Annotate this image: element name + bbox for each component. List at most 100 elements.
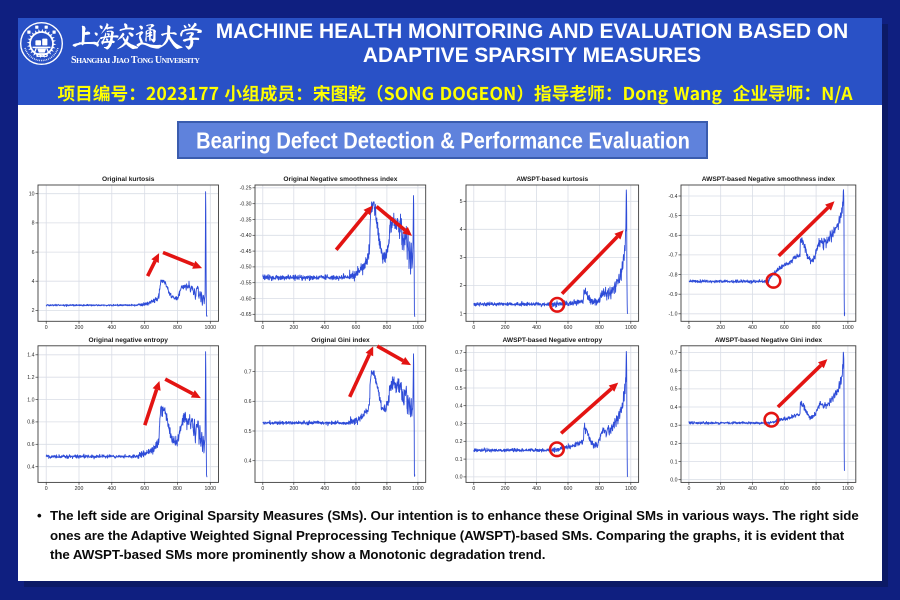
svg-text:0.6: 0.6 <box>244 399 251 405</box>
svg-text:-0.60: -0.60 <box>240 296 252 302</box>
svg-text:0.0: 0.0 <box>455 475 462 481</box>
svg-text:1000: 1000 <box>842 325 854 331</box>
svg-text:2: 2 <box>32 308 35 314</box>
svg-text:600: 600 <box>564 486 573 492</box>
svg-text:800: 800 <box>595 325 604 331</box>
svg-text:800: 800 <box>173 325 182 331</box>
svg-text:200: 200 <box>716 325 725 331</box>
svg-text:800: 800 <box>383 325 392 331</box>
svg-text:AWSPT-based kurtosis: AWSPT-based kurtosis <box>516 176 588 183</box>
svg-text:1000: 1000 <box>412 325 424 331</box>
svg-text:0: 0 <box>472 486 475 492</box>
svg-text:0.2: 0.2 <box>455 439 462 445</box>
svg-text:1000: 1000 <box>625 486 637 492</box>
svg-text:-1.0: -1.0 <box>669 312 678 318</box>
svg-text:-0.45: -0.45 <box>240 249 252 255</box>
svg-text:800: 800 <box>383 486 392 492</box>
svg-text:Original Gini index: Original Gini index <box>311 337 370 344</box>
svg-text:0.6: 0.6 <box>27 442 34 448</box>
svg-text:0.1: 0.1 <box>455 457 462 463</box>
svg-text:0: 0 <box>261 486 264 492</box>
svg-text:600: 600 <box>564 325 573 331</box>
svg-text:200: 200 <box>501 325 510 331</box>
svg-text:AWSPT-based Negative entropy: AWSPT-based Negative entropy <box>502 337 602 344</box>
svg-text:1000: 1000 <box>625 325 637 331</box>
svg-text:0.0: 0.0 <box>670 477 677 483</box>
svg-text:400: 400 <box>320 325 329 331</box>
svg-text:AWSPT-based Negative smoothnes: AWSPT-based Negative smoothness index <box>702 176 836 183</box>
svg-text:-0.7: -0.7 <box>669 253 678 259</box>
svg-text:0.2: 0.2 <box>670 441 677 447</box>
svg-text:0: 0 <box>261 325 264 331</box>
svg-text:800: 800 <box>812 486 821 492</box>
svg-text:-0.40: -0.40 <box>240 233 252 239</box>
svg-text:0.4: 0.4 <box>455 404 462 410</box>
svg-text:-0.25: -0.25 <box>240 186 252 192</box>
svg-text:0.6: 0.6 <box>455 368 462 374</box>
svg-text:0.5: 0.5 <box>455 386 462 392</box>
svg-text:600: 600 <box>352 486 361 492</box>
svg-text:400: 400 <box>748 325 757 331</box>
svg-text:-0.9: -0.9 <box>669 292 678 298</box>
svg-text:-0.6: -0.6 <box>669 233 678 239</box>
svg-text:200: 200 <box>75 486 84 492</box>
svg-text:-0.55: -0.55 <box>240 281 252 287</box>
svg-text:0.3: 0.3 <box>455 421 462 427</box>
svg-text:400: 400 <box>748 486 757 492</box>
svg-text:-0.50: -0.50 <box>240 265 252 271</box>
svg-text:8: 8 <box>32 221 35 227</box>
svg-text:-0.4: -0.4 <box>669 194 678 200</box>
svg-text:600: 600 <box>352 325 361 331</box>
svg-text:0.8: 0.8 <box>27 420 34 426</box>
svg-text:10: 10 <box>29 192 35 198</box>
svg-text:0.3: 0.3 <box>670 423 677 429</box>
svg-text:0.7: 0.7 <box>670 350 677 356</box>
svg-text:-0.65: -0.65 <box>240 312 252 318</box>
svg-text:0: 0 <box>472 325 475 331</box>
svg-text:600: 600 <box>780 325 789 331</box>
svg-text:1000: 1000 <box>842 486 854 492</box>
svg-text:0: 0 <box>687 325 690 331</box>
svg-text:800: 800 <box>812 325 821 331</box>
svg-text:0.7: 0.7 <box>455 350 462 356</box>
svg-text:400: 400 <box>320 486 329 492</box>
svg-text:0.6: 0.6 <box>670 368 677 374</box>
svg-text:5: 5 <box>460 199 463 205</box>
svg-text:200: 200 <box>75 325 84 331</box>
svg-text:200: 200 <box>289 486 298 492</box>
svg-text:-0.30: -0.30 <box>240 201 252 207</box>
svg-text:0: 0 <box>45 486 48 492</box>
svg-text:4: 4 <box>32 279 35 285</box>
svg-text:2: 2 <box>460 283 463 289</box>
svg-text:0: 0 <box>45 325 48 331</box>
svg-text:6: 6 <box>32 250 35 256</box>
svg-text:1.4: 1.4 <box>27 353 34 359</box>
svg-text:1: 1 <box>460 311 463 317</box>
svg-text:600: 600 <box>780 486 789 492</box>
svg-text:0.4: 0.4 <box>244 459 251 465</box>
svg-text:400: 400 <box>107 325 116 331</box>
svg-text:1000: 1000 <box>205 486 217 492</box>
svg-text:1.2: 1.2 <box>27 375 34 381</box>
svg-text:0.1: 0.1 <box>670 459 677 465</box>
svg-text:200: 200 <box>289 325 298 331</box>
svg-text:800: 800 <box>173 486 182 492</box>
svg-text:200: 200 <box>716 486 725 492</box>
svg-text:AWSPT-based Negative Gini inde: AWSPT-based Negative Gini index <box>715 337 823 344</box>
svg-text:-0.35: -0.35 <box>240 217 252 223</box>
svg-text:4: 4 <box>460 227 463 233</box>
svg-text:0: 0 <box>687 486 690 492</box>
svg-text:600: 600 <box>140 486 149 492</box>
svg-text:3: 3 <box>460 255 463 261</box>
svg-text:0.7: 0.7 <box>244 369 251 375</box>
svg-text:0.5: 0.5 <box>670 387 677 393</box>
svg-text:800: 800 <box>595 486 604 492</box>
svg-text:-0.5: -0.5 <box>669 213 678 219</box>
svg-text:Original kurtosis: Original kurtosis <box>102 176 155 183</box>
svg-text:200: 200 <box>501 486 510 492</box>
svg-text:Original negative entropy: Original negative entropy <box>88 337 168 344</box>
svg-text:400: 400 <box>532 486 541 492</box>
svg-text:600: 600 <box>140 325 149 331</box>
svg-text:400: 400 <box>107 486 116 492</box>
svg-text:0.4: 0.4 <box>670 405 677 411</box>
